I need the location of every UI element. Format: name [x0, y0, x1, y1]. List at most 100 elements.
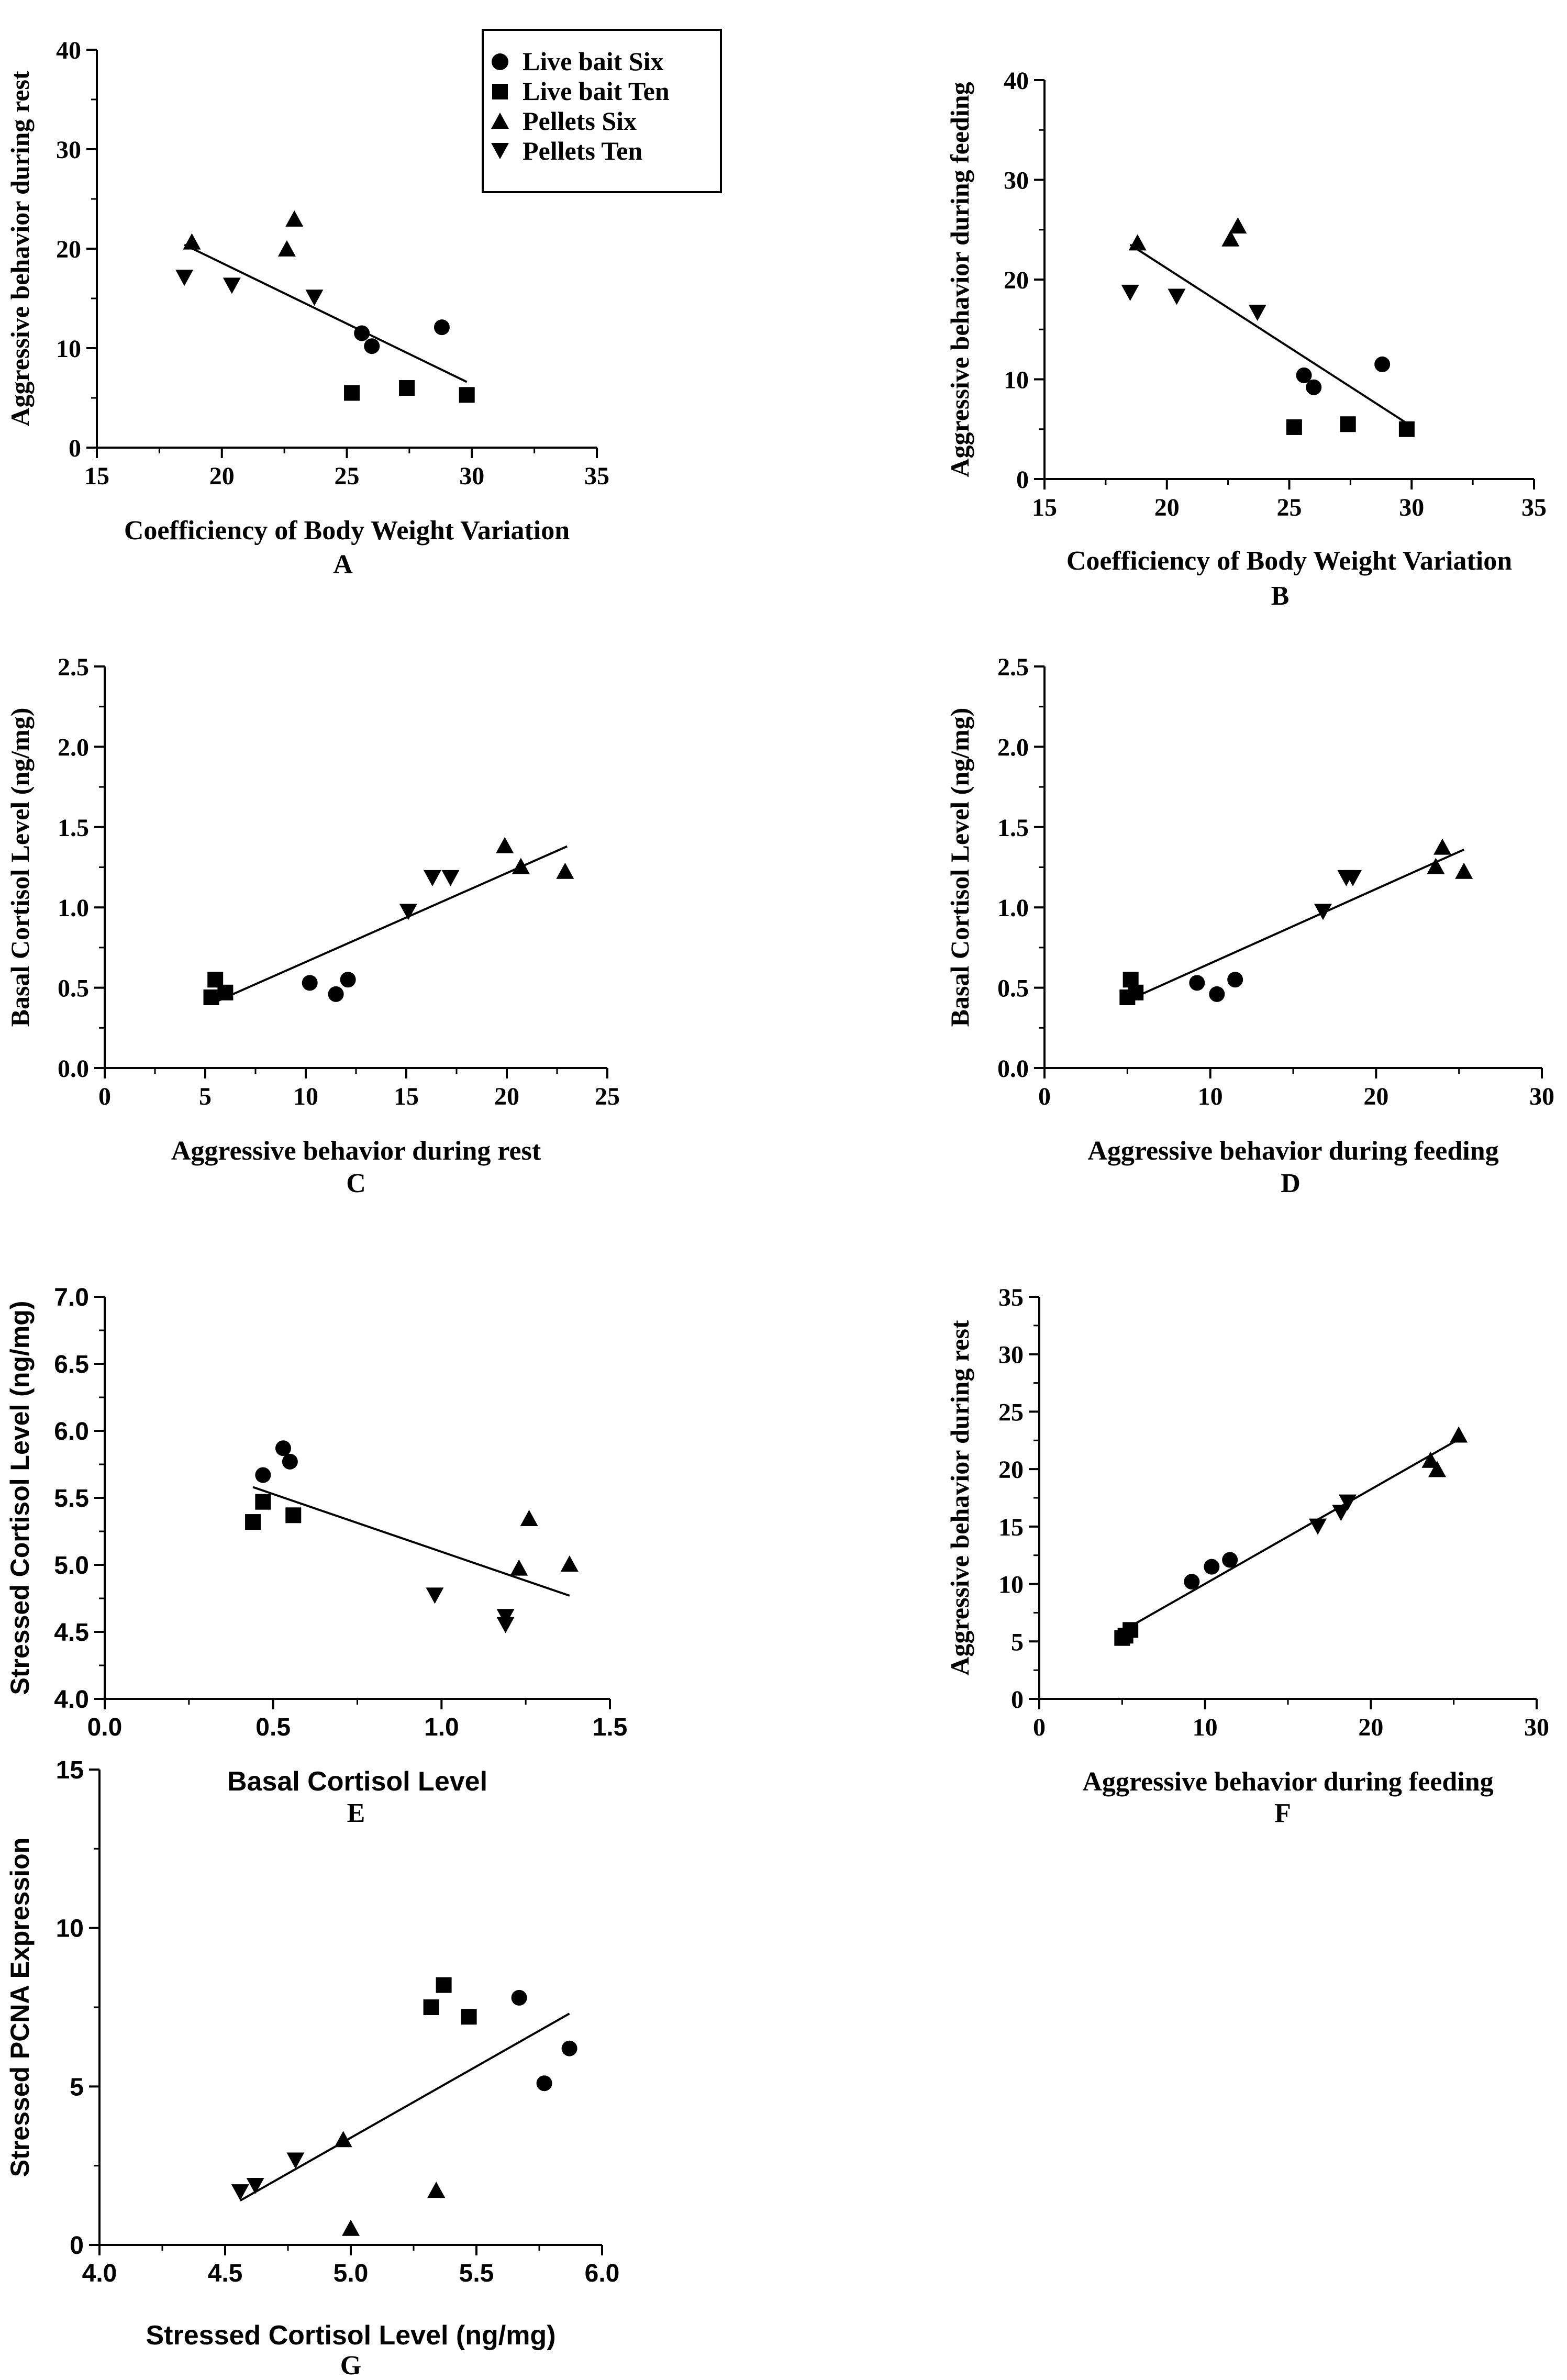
y-tick-label: 5 [1011, 1628, 1024, 1656]
y-tick-label: 0.0 [997, 1055, 1029, 1083]
square-marker [1340, 416, 1356, 432]
circle-marker [561, 2040, 577, 2056]
x-axis-title: Coefficiency of Body Weight Variation [1066, 546, 1512, 576]
x-tick-label: 20 [1358, 1714, 1383, 1741]
circle-marker [1306, 379, 1322, 395]
y-tick-label: 1.0 [58, 894, 89, 922]
y-axis-title: Aggressive behavior during rest [5, 71, 35, 427]
legend-entry-live-bait-ten: Live bait Ten [492, 76, 670, 106]
circle-marker [340, 972, 356, 988]
y-tick-label: 10 [56, 1915, 84, 1943]
x-axis-title: Aggressive behavior during feeding [1082, 1767, 1493, 1797]
triangle-down-marker [399, 904, 417, 920]
triangle-down-marker [1332, 1505, 1350, 1521]
triangle-up-marker [520, 1509, 538, 1526]
triangle-up-marker [560, 1555, 579, 1572]
regression-line [239, 2012, 570, 2201]
legend-label: Live bait Six [523, 47, 663, 76]
square-marker [1123, 1622, 1139, 1638]
triangle-down-marker [246, 2177, 264, 2194]
y-tick-label: 4.0 [54, 1686, 89, 1714]
y-tick-label: 1.0 [997, 894, 1029, 922]
y-tick-label: 40 [56, 37, 81, 64]
x-tick-label: 10 [1193, 1714, 1218, 1741]
regression-line [210, 845, 568, 1005]
y-tick-label: 5.5 [54, 1485, 89, 1512]
y-tick-label: 0 [69, 435, 81, 462]
triangle-down-marker [426, 1587, 444, 1604]
square-marker [1286, 419, 1302, 435]
triangle-down-marker [223, 277, 241, 294]
triangle-up-marker [510, 1559, 528, 1576]
x-tick-label: 15 [394, 1083, 419, 1110]
x-tick-label: 15 [1032, 494, 1057, 521]
x-tick-label: 20 [1363, 1083, 1388, 1110]
circle-marker [282, 1453, 298, 1470]
triangle-down-marker [1309, 1518, 1327, 1535]
legend-entry-pellets-ten: Pellets Ten [491, 136, 642, 165]
square-marker [1398, 421, 1415, 437]
triangle-up-marker [496, 837, 514, 853]
x-tick-label: 25 [595, 1083, 620, 1110]
y-tick-label: 1.5 [997, 814, 1029, 842]
square-marker [203, 989, 219, 1006]
square-marker [255, 1494, 271, 1510]
panel-e: E 0.0 0.5 1.0 1.5 4.0 4.5 5.0 5.5 6.0 6.5 7.0 Basal… [5, 1284, 627, 1828]
triangle-up-marker [1427, 858, 1445, 874]
y-tick-label: 2.0 [997, 733, 1029, 761]
x-tick-label: 30 [459, 462, 484, 490]
legend: Live bait Six Live bait Ten Pellets Six … [482, 29, 722, 193]
legend-entry-live-bait-six: Live bait Six [492, 47, 663, 76]
y-tick-label: 0 [1011, 1686, 1024, 1714]
square-marker [436, 1977, 452, 1993]
x-tick-label: 35 [1521, 494, 1547, 521]
x-axis-title: Basal Cortisol Level [227, 1766, 487, 1797]
y-tick-label: 35 [998, 1284, 1024, 1311]
y-tick-label: 6.5 [54, 1351, 89, 1378]
panel-b-caption: B [1271, 581, 1290, 611]
legend-box [482, 29, 722, 193]
y-tick-label: 20 [998, 1456, 1024, 1484]
triangle-down-marker [1314, 904, 1332, 920]
x-tick-label: 25 [335, 462, 360, 490]
y-tick-label: 0.0 [58, 1055, 89, 1083]
regression-line [1121, 1438, 1460, 1632]
circle-marker [302, 975, 318, 991]
triangle-up-marker [277, 240, 296, 257]
triangle-down-marker [1248, 304, 1266, 321]
triangle-up-marker-icon [491, 113, 509, 129]
y-axis-title: Aggressive behavior during rest [945, 1320, 974, 1676]
y-tick-label: 40 [1004, 67, 1029, 95]
y-tick-label: 2.0 [58, 733, 89, 761]
x-tick-label: 6.0 [585, 2260, 620, 2287]
circle-marker [328, 986, 344, 1002]
triangle-up-marker [1421, 1451, 1440, 1468]
circle-marker [354, 325, 370, 341]
square-marker [1128, 984, 1144, 1000]
x-tick-label: 4.5 [208, 2260, 243, 2287]
panel-c-caption: C [346, 1169, 366, 1198]
circle-marker [1374, 356, 1391, 372]
square-marker [245, 1514, 261, 1530]
x-tick-label: 20 [494, 1083, 519, 1110]
square-marker [423, 1999, 439, 2015]
triangle-down-marker [423, 870, 441, 886]
y-tick-label: 4.5 [54, 1619, 89, 1647]
x-tick-label: 1.0 [424, 1714, 459, 1741]
circle-marker [1209, 986, 1225, 1002]
triangle-down-marker-icon [491, 143, 509, 159]
triangle-down-marker [175, 270, 194, 286]
circle-marker-icon [492, 53, 508, 70]
panel-b: B 15 20 25 30 35 0 10 20 30 40 Coefficiency of Bod… [945, 67, 1547, 611]
x-tick-label: 20 [1154, 494, 1180, 521]
square-marker [344, 385, 360, 401]
legend-label: Pellets Ten [523, 136, 642, 165]
circle-marker [255, 1467, 271, 1483]
triangle-up-marker [427, 2182, 446, 2198]
y-tick-label: 10 [1004, 366, 1029, 394]
x-tick-label: 4.0 [82, 2260, 117, 2287]
triangle-up-marker [1450, 1426, 1468, 1443]
triangle-down-marker [231, 2184, 249, 2201]
x-tick-label: 5.5 [459, 2260, 494, 2287]
